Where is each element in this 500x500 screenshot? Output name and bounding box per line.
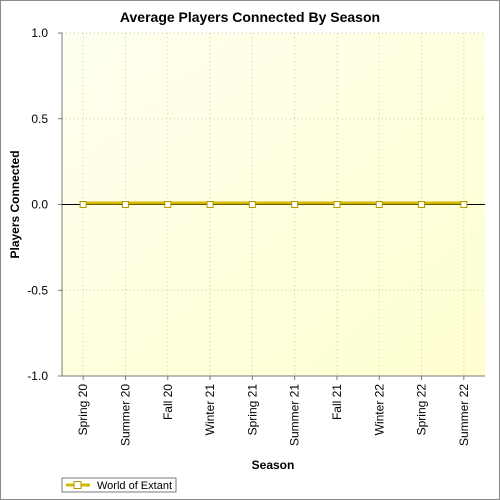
legend-label: World of Extant [97,480,172,492]
y-tick-label: 0.0 [31,198,48,212]
y-tick-label: 0.5 [31,112,48,126]
x-tick-label: Summer 21 [288,384,302,446]
y-tick-label: 1.0 [31,26,48,40]
y-axis-ticks: 1.0 0.5 0.0 -0.5 -1.0 [27,26,62,383]
y-tick-label: -0.5 [27,283,48,297]
data-point-marker [460,201,468,208]
x-axis-ticks: Spring 20 Summer 20 Fall 20 Winter 21 Spring… [76,376,471,446]
x-tick-label: Winter 21 [203,384,217,436]
data-point-marker [121,201,129,208]
data-point-marker [206,201,214,208]
legend: World of Extant [61,477,177,493]
data-point-marker [418,201,426,208]
x-tick-label: Winter 22 [372,384,386,436]
x-tick-label: Summer 20 [118,384,132,446]
series-layer [79,201,468,208]
data-point-marker [79,201,87,208]
x-tick-label: Spring 22 [415,384,429,436]
x-tick-label: Fall 21 [330,384,344,420]
data-point-marker [164,201,172,208]
data-point-marker [333,201,341,208]
x-tick-label: Spring 21 [245,384,259,436]
x-tick-label: Summer 22 [457,384,471,446]
data-point-marker [291,201,299,208]
x-tick-label: Spring 20 [76,384,90,436]
x-axis-title: Season [252,458,295,472]
chart-title: Average Players Connected By Season [120,9,380,25]
legend-box [61,477,177,493]
y-axis-title: Players Connected [8,150,22,258]
data-point-marker [248,201,256,208]
legend-swatch-marker [73,481,82,489]
x-tick-label: Fall 20 [161,384,175,420]
y-tick-label: -1.0 [27,369,48,383]
data-point-marker [375,201,383,208]
